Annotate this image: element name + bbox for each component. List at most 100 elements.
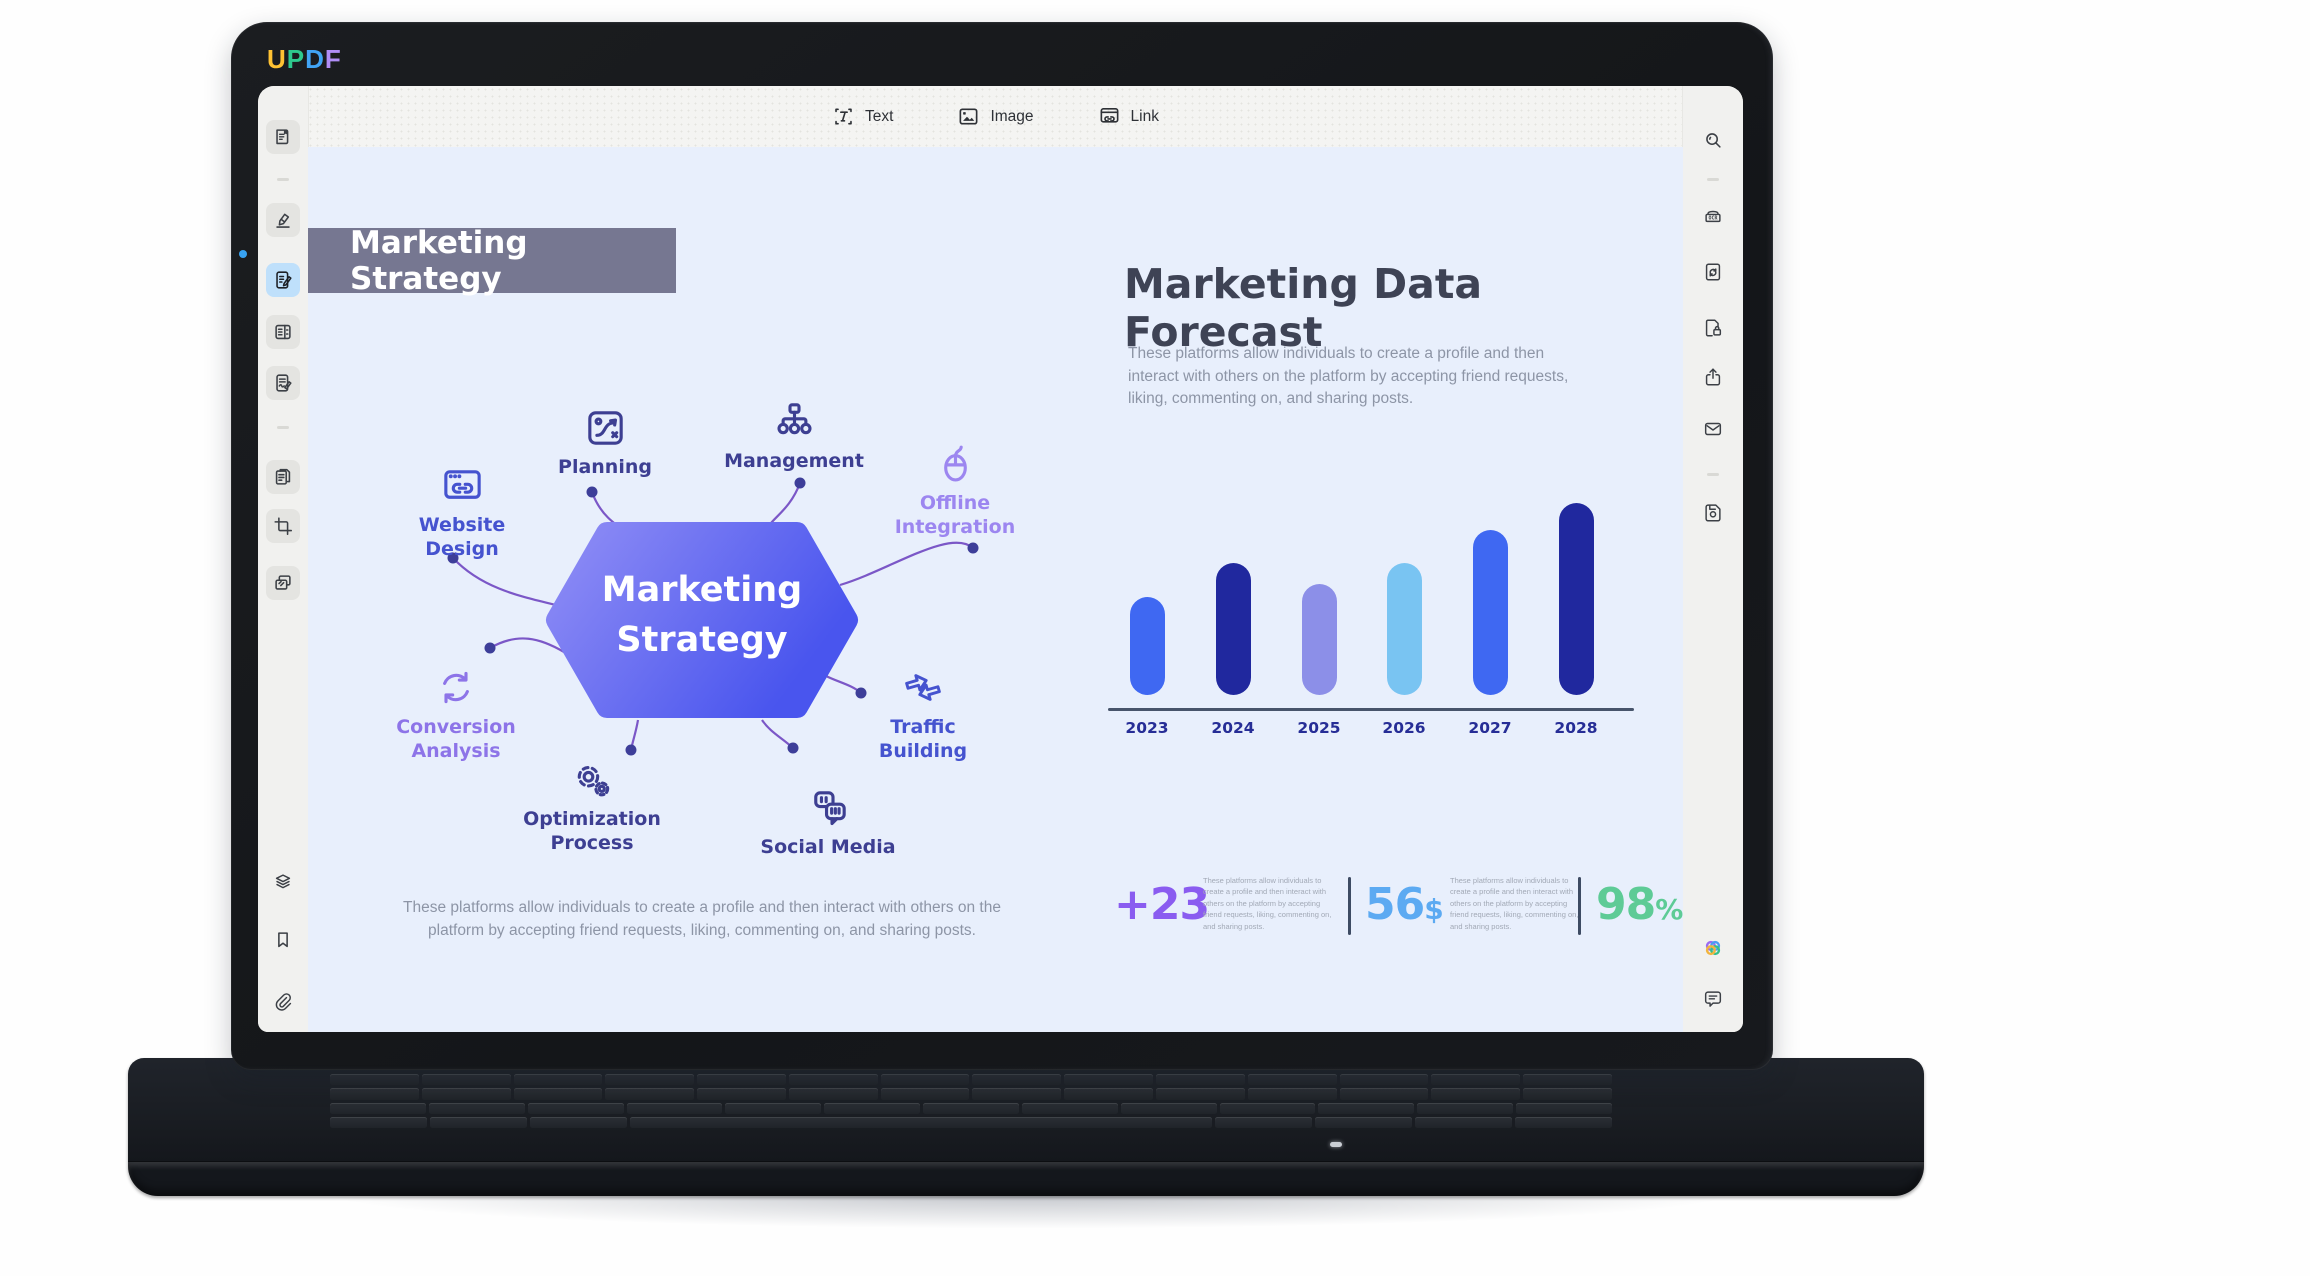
mindmap-node-management[interactable]: Management bbox=[709, 398, 879, 474]
image-tool-label: Image bbox=[990, 107, 1034, 125]
edit-toolbar: Text Image Link bbox=[308, 86, 1683, 147]
hexagon-label-line1: Marketing bbox=[602, 570, 802, 610]
gears-icon bbox=[577, 765, 610, 797]
node-label: Optimization Process bbox=[523, 808, 661, 854]
divider bbox=[277, 178, 289, 181]
layers-icon[interactable] bbox=[266, 865, 300, 899]
sleep-light bbox=[1330, 1142, 1342, 1147]
chart-tick-label: 2028 bbox=[1554, 719, 1598, 737]
mindmap-hexagon-and-connectors: Marketing Strategy bbox=[447, 477, 979, 756]
sign-icon[interactable] bbox=[266, 366, 300, 400]
stat-text-2: These platforms allow individuals to cre… bbox=[1450, 876, 1579, 931]
convert-icon[interactable] bbox=[1696, 255, 1730, 289]
link-tool-label: Link bbox=[1130, 107, 1159, 125]
email-icon[interactable] bbox=[1696, 412, 1730, 446]
left-toolbar bbox=[258, 86, 309, 1032]
save-icon[interactable] bbox=[1696, 495, 1730, 529]
right-toolbar bbox=[1682, 86, 1743, 1032]
chart-bar-2024 bbox=[1215, 563, 1251, 695]
pages-icon[interactable] bbox=[266, 460, 300, 494]
stat-divider bbox=[1578, 877, 1581, 935]
divider bbox=[277, 426, 289, 429]
protect-icon[interactable] bbox=[1696, 311, 1730, 345]
chart-bar-2028 bbox=[1558, 503, 1594, 695]
browser-link-icon bbox=[443, 469, 481, 500]
image-tool-button[interactable]: Image bbox=[957, 105, 1034, 128]
link-tool-button[interactable]: Link bbox=[1098, 105, 1159, 128]
chart-tick-label: 2027 bbox=[1468, 719, 1512, 737]
laptop-keyboard bbox=[330, 1074, 1612, 1128]
text-tool-button[interactable]: Text bbox=[832, 105, 893, 128]
node-label: Conversion Analysis bbox=[396, 716, 516, 762]
stat-value-2: 56$ bbox=[1365, 879, 1444, 930]
link-tool-icon bbox=[1100, 108, 1119, 123]
chart-bar-2026 bbox=[1386, 563, 1422, 695]
text-tool-icon bbox=[835, 108, 852, 125]
node-label: Management bbox=[724, 450, 864, 472]
divider bbox=[1707, 473, 1719, 476]
chart-tick-label: 2026 bbox=[1382, 719, 1426, 737]
bookmark-icon[interactable] bbox=[266, 923, 300, 957]
ocr-icon[interactable] bbox=[1696, 200, 1730, 234]
annotate-icon[interactable] bbox=[266, 203, 300, 237]
search-icon[interactable] bbox=[1696, 123, 1730, 157]
text-tool-label: Text bbox=[865, 107, 894, 125]
cycle-arrows-icon bbox=[443, 671, 469, 704]
mindmap-node-social-media[interactable]: Social Media bbox=[753, 784, 903, 860]
mindmap-node-planning[interactable]: Planning bbox=[535, 404, 675, 480]
chat-bubbles-icon bbox=[813, 791, 846, 826]
active-tool-indicator bbox=[239, 250, 247, 258]
mindmap-node-optimization-process[interactable]: Optimization Process bbox=[520, 756, 665, 855]
attachment-icon[interactable] bbox=[266, 985, 300, 1019]
laptop-base-front bbox=[128, 1161, 1924, 1196]
mindmap-node-website-design[interactable]: Website Design bbox=[412, 462, 512, 561]
mindmap-node-traffic-building[interactable]: Traffic Building bbox=[876, 664, 971, 763]
planning-icon bbox=[587, 411, 623, 445]
image-tool-icon bbox=[959, 108, 978, 125]
comment-icon[interactable] bbox=[1696, 982, 1730, 1016]
stat-value-3: 98% bbox=[1596, 879, 1683, 930]
chart-tick-label: 2024 bbox=[1211, 719, 1255, 737]
node-label: Planning bbox=[558, 456, 652, 478]
ai-assistant-icon[interactable] bbox=[1696, 931, 1730, 965]
updf-logo: UPDF bbox=[267, 44, 342, 75]
forecast-paragraph: These platforms allow individuals to cre… bbox=[1128, 345, 1569, 407]
mindmap-node-offline-integration[interactable]: Offline Integration bbox=[890, 440, 1020, 539]
chart-bar-2025 bbox=[1301, 584, 1337, 695]
edit-icon[interactable] bbox=[266, 263, 300, 297]
forms-icon[interactable] bbox=[266, 315, 300, 349]
slide-title-band: Marketing Strategy bbox=[308, 225, 676, 297]
mindmap-node-conversion-analysis[interactable]: Conversion Analysis bbox=[394, 664, 519, 763]
opposing-arrows-icon bbox=[903, 671, 943, 704]
mouse-icon bbox=[943, 445, 967, 482]
logo-letter: P bbox=[286, 44, 306, 74]
reader-icon[interactable] bbox=[266, 120, 300, 154]
chart-tick-label: 2023 bbox=[1125, 719, 1169, 737]
crop-icon[interactable] bbox=[266, 509, 300, 543]
logo-letter: D bbox=[305, 44, 325, 74]
chart-tick-label: 2025 bbox=[1297, 719, 1341, 737]
slide-caption: These platforms allow individuals to cre… bbox=[403, 899, 1001, 939]
chart-bar-2023 bbox=[1129, 597, 1165, 695]
slide-title: Marketing Strategy bbox=[350, 224, 528, 297]
hexagon-shape bbox=[546, 522, 858, 718]
pdf-page[interactable]: Marketing Strategy bbox=[308, 147, 1683, 1032]
laptop-screen: UPDF Text Image Link bbox=[231, 22, 1773, 1070]
management-icon bbox=[776, 403, 812, 435]
stat-value-1: +23 bbox=[1114, 879, 1210, 930]
stats-row: +23 These platforms allow individuals to… bbox=[1114, 873, 1683, 953]
share-icon[interactable] bbox=[1696, 360, 1730, 394]
logo-letter: F bbox=[324, 44, 342, 74]
node-label: Traffic Building bbox=[878, 716, 968, 762]
node-label: Website Design bbox=[418, 514, 506, 560]
stat-divider bbox=[1348, 877, 1351, 935]
chart-baseline bbox=[1108, 708, 1634, 711]
logo-letter: U bbox=[267, 44, 287, 74]
updf-app-window: Text Image Link bbox=[258, 86, 1743, 1032]
hexagon-label-line2: Strategy bbox=[616, 620, 787, 660]
watermark-icon[interactable] bbox=[266, 566, 300, 600]
node-label: Social Media bbox=[760, 836, 896, 858]
divider bbox=[1707, 178, 1719, 181]
forecast-title: Marketing Data Forecast bbox=[1124, 260, 1483, 356]
